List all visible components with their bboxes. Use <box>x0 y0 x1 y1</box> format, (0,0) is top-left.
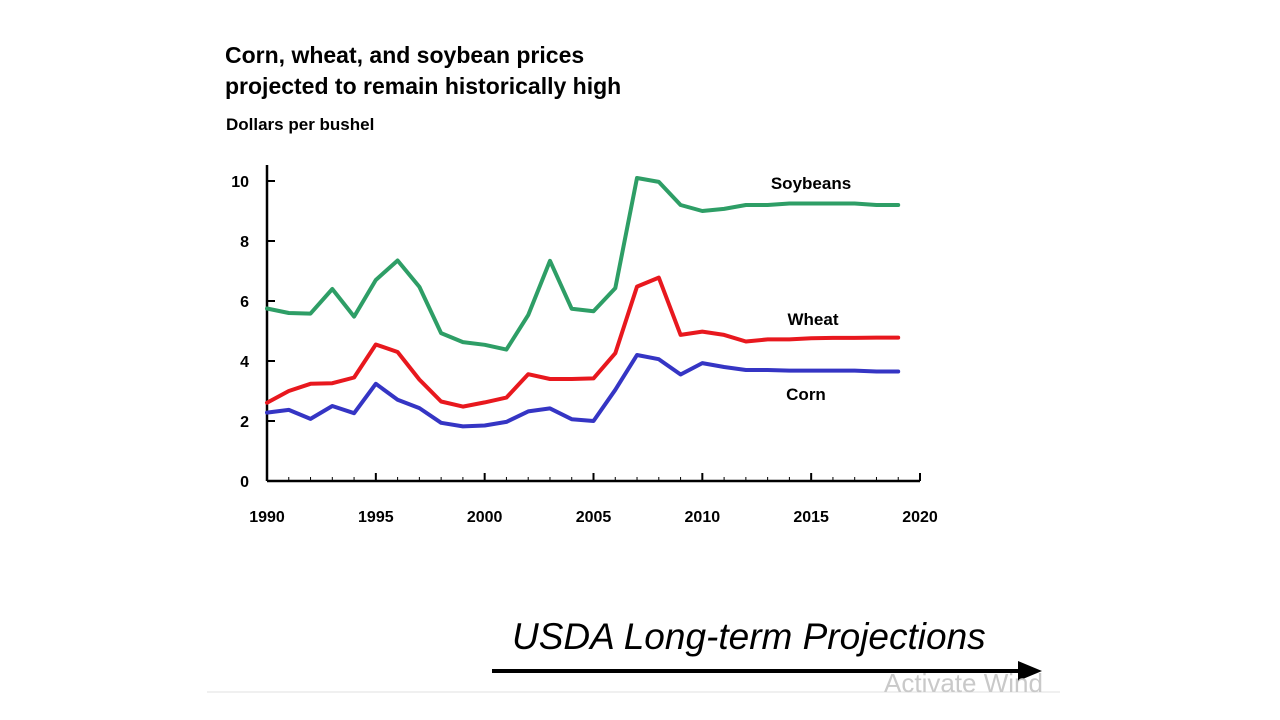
axes: 0 2 4 6 8 10 1990 1995 2000 2005 2010 2015 2020 <box>231 165 938 526</box>
y-tick-label: 4 <box>240 354 249 371</box>
x-tick-label: 2010 <box>685 509 721 526</box>
series-lines <box>265 176 901 429</box>
y-tick-label: 2 <box>240 414 249 431</box>
y-tick-label: 0 <box>240 474 249 491</box>
y-tick-label: 6 <box>240 294 249 311</box>
x-tick-label: 2000 <box>467 509 503 526</box>
series-line-soybeans <box>265 176 901 352</box>
x-tick-label: 2005 <box>576 509 612 526</box>
chart-title-line-1: Corn, wheat, and soybean prices <box>225 42 585 68</box>
footer-arrow <box>207 661 1060 693</box>
chart-title-line-2: projected to remain historically high <box>225 73 622 99</box>
x-tick-label: 1990 <box>249 509 285 526</box>
footer-title: USDA Long-term Projections <box>512 616 986 657</box>
x-tick-label: 2020 <box>902 509 938 526</box>
series-line-wheat <box>265 275 901 409</box>
footer-arrow-head <box>1018 661 1042 681</box>
y-axis-label: Dollars per bushel <box>226 115 375 134</box>
x-tick-label: 1995 <box>358 509 394 526</box>
x-tick-label: 2015 <box>793 509 829 526</box>
series-label-corn: Corn <box>786 385 826 404</box>
series-label-soybeans: Soybeans <box>771 174 851 193</box>
series-label-wheat: Wheat <box>788 310 839 329</box>
activate-windows-watermark: Activate Wind <box>884 668 1043 698</box>
series-line-corn <box>265 353 901 429</box>
y-tick-label: 8 <box>240 234 249 251</box>
y-tick-label: 10 <box>231 174 249 191</box>
series-labels: Soybeans Wheat Corn <box>771 174 851 404</box>
chart-title: Corn, wheat, and soybean prices projecte… <box>225 40 621 102</box>
